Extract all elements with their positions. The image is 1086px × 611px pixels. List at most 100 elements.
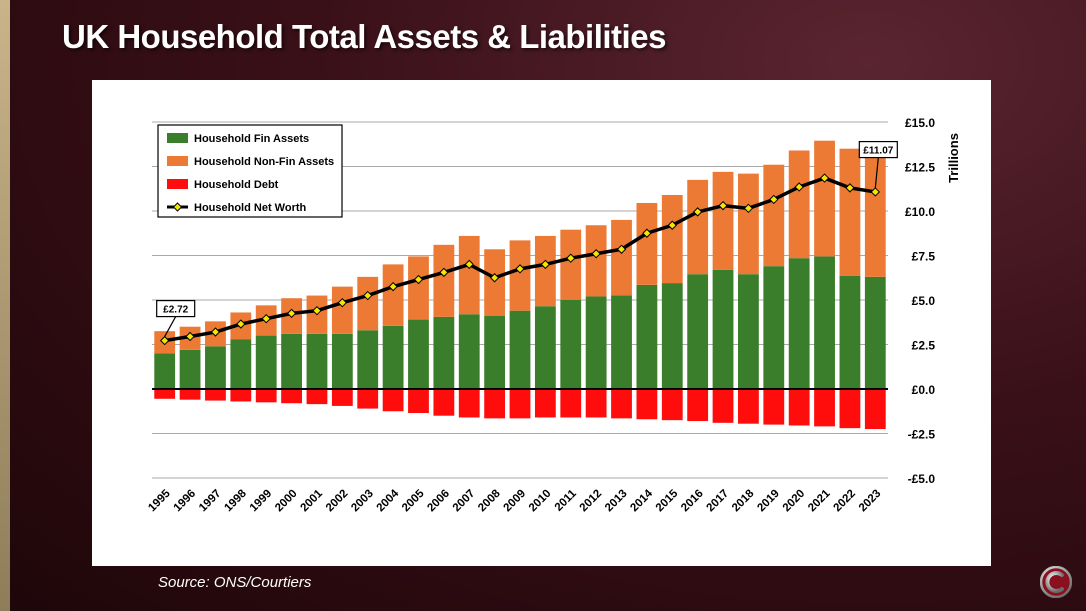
net-worth-point (464, 259, 474, 270)
source-note: Source: ONS/Courtiers (158, 574, 312, 591)
courtiers-logo-icon (1040, 566, 1072, 598)
net-worth-point (210, 327, 221, 337)
bar-fin-assets (484, 316, 506, 389)
x-tick-label: 2019 (755, 488, 782, 515)
y-tick-label: -£2.5 (908, 428, 936, 442)
bar-debt (331, 389, 353, 406)
bar-debt (738, 389, 759, 424)
bar-non-fin-assets (611, 219, 632, 296)
bar-fin-assets (433, 316, 455, 389)
annotation-label: £11.07 (863, 146, 893, 157)
x-tick-label: 2004 (375, 487, 402, 514)
y-tick-label: £5.0 (912, 294, 936, 308)
bar-fin-assets (712, 269, 734, 389)
legend-marker (172, 202, 183, 212)
bar-debt (585, 389, 607, 418)
bar-fin-assets (179, 349, 201, 389)
legend-box (157, 124, 343, 218)
page-title: UK Household Total Assets & Liabilities (62, 18, 666, 55)
bar-fin-assets (534, 306, 556, 389)
net-worth-point (261, 313, 271, 324)
net-worth-point (489, 273, 500, 283)
net-worth-point (870, 187, 881, 197)
bar-debt (281, 389, 302, 404)
x-tick-label: 2011 (553, 487, 580, 514)
y-tick-label: £7.5 (912, 250, 936, 264)
net-worth-point (692, 207, 703, 217)
x-tick-label: 2008 (476, 487, 503, 514)
bar-debt (611, 389, 632, 419)
chart-panel: £15.0 £12.5 £10.0 £7.5 £5.0 £2.5 £0.0 -£2.5 -£5.… (92, 80, 991, 566)
bar-fin-assets (205, 346, 226, 389)
bar-non-fin-assets (661, 194, 683, 284)
legend-label: Household Fin Assets (194, 133, 309, 145)
bar-non-fin-assets (357, 276, 379, 331)
x-tick-label: 2018 (730, 487, 757, 514)
net-worth-point (769, 194, 779, 205)
x-tick-label: 2020 (781, 488, 808, 515)
x-tick-label: 2005 (400, 487, 427, 514)
net-worth-point (566, 253, 576, 263)
x-tick-label: 1995 (146, 487, 173, 514)
bar-debt (433, 389, 455, 416)
bar-fin-assets (763, 266, 785, 389)
x-tick-label: 1999 (248, 488, 275, 515)
x-tick-label: 2015 (654, 487, 681, 514)
bar-fin-assets (281, 333, 302, 389)
net-worth-point (388, 281, 398, 292)
bar-non-fin-assets (763, 164, 785, 267)
bar-fin-assets (560, 300, 582, 389)
annotation-box (156, 299, 196, 318)
bar-debt (814, 389, 835, 427)
net-worth-point (819, 173, 830, 183)
bar-fin-assets (839, 275, 861, 389)
bar-fin-assets (788, 258, 810, 389)
bar-debt (408, 389, 429, 414)
x-tick-label: 1998 (222, 487, 249, 514)
left-accent-strip (0, 0, 10, 611)
bar-fin-assets (357, 330, 379, 389)
bar-fin-assets (331, 333, 353, 389)
bar-debt (763, 389, 785, 425)
bar-debt (484, 389, 506, 419)
net-worth-point (185, 331, 195, 342)
net-worth-point (743, 203, 754, 214)
net-worth-point (540, 259, 551, 270)
bar-non-fin-assets (534, 235, 556, 307)
bar-debt (255, 389, 277, 403)
x-tick-label: 2001 (299, 487, 326, 514)
bar-non-fin-assets (509, 240, 531, 311)
bar-non-fin-assets (738, 173, 759, 275)
bar-debt (154, 389, 176, 399)
bar-fin-assets (636, 284, 658, 389)
y-tick-label: £0.0 (912, 383, 936, 397)
bar-non-fin-assets (484, 249, 506, 317)
legend-label: Household Debt (194, 179, 279, 191)
bar-debt (864, 389, 886, 430)
bar-non-fin-assets (331, 286, 353, 334)
bar-debt (205, 389, 226, 401)
bar-debt (687, 389, 709, 422)
net-worth-point (667, 220, 677, 230)
bar-non-fin-assets (864, 154, 886, 277)
bar-non-fin-assets (814, 140, 835, 257)
y-tick-label: -£5.0 (908, 472, 936, 486)
x-tick-label: 2013 (603, 488, 630, 515)
y-tick-label: £2.5 (912, 339, 936, 353)
x-tick-label: 2010 (527, 488, 554, 515)
bar-debt (534, 389, 556, 418)
legend-label: Household Non-Fin Assets (194, 156, 334, 168)
annotation-label: £2.72 (163, 305, 188, 316)
bar-fin-assets (611, 295, 632, 389)
bar-fin-assets (661, 283, 683, 389)
y-tick-label: £15.0 (905, 116, 935, 130)
x-tick-label: 2009 (502, 488, 529, 515)
x-tick-label: 2021 (806, 487, 833, 514)
bar-fin-assets (585, 296, 607, 389)
bar-fin-assets (687, 274, 709, 389)
bar-fin-assets (814, 256, 835, 389)
bar-fin-assets (509, 310, 531, 389)
x-tick-label: 2006 (425, 488, 452, 515)
bar-debt (712, 389, 734, 423)
bar-non-fin-assets (712, 171, 734, 270)
